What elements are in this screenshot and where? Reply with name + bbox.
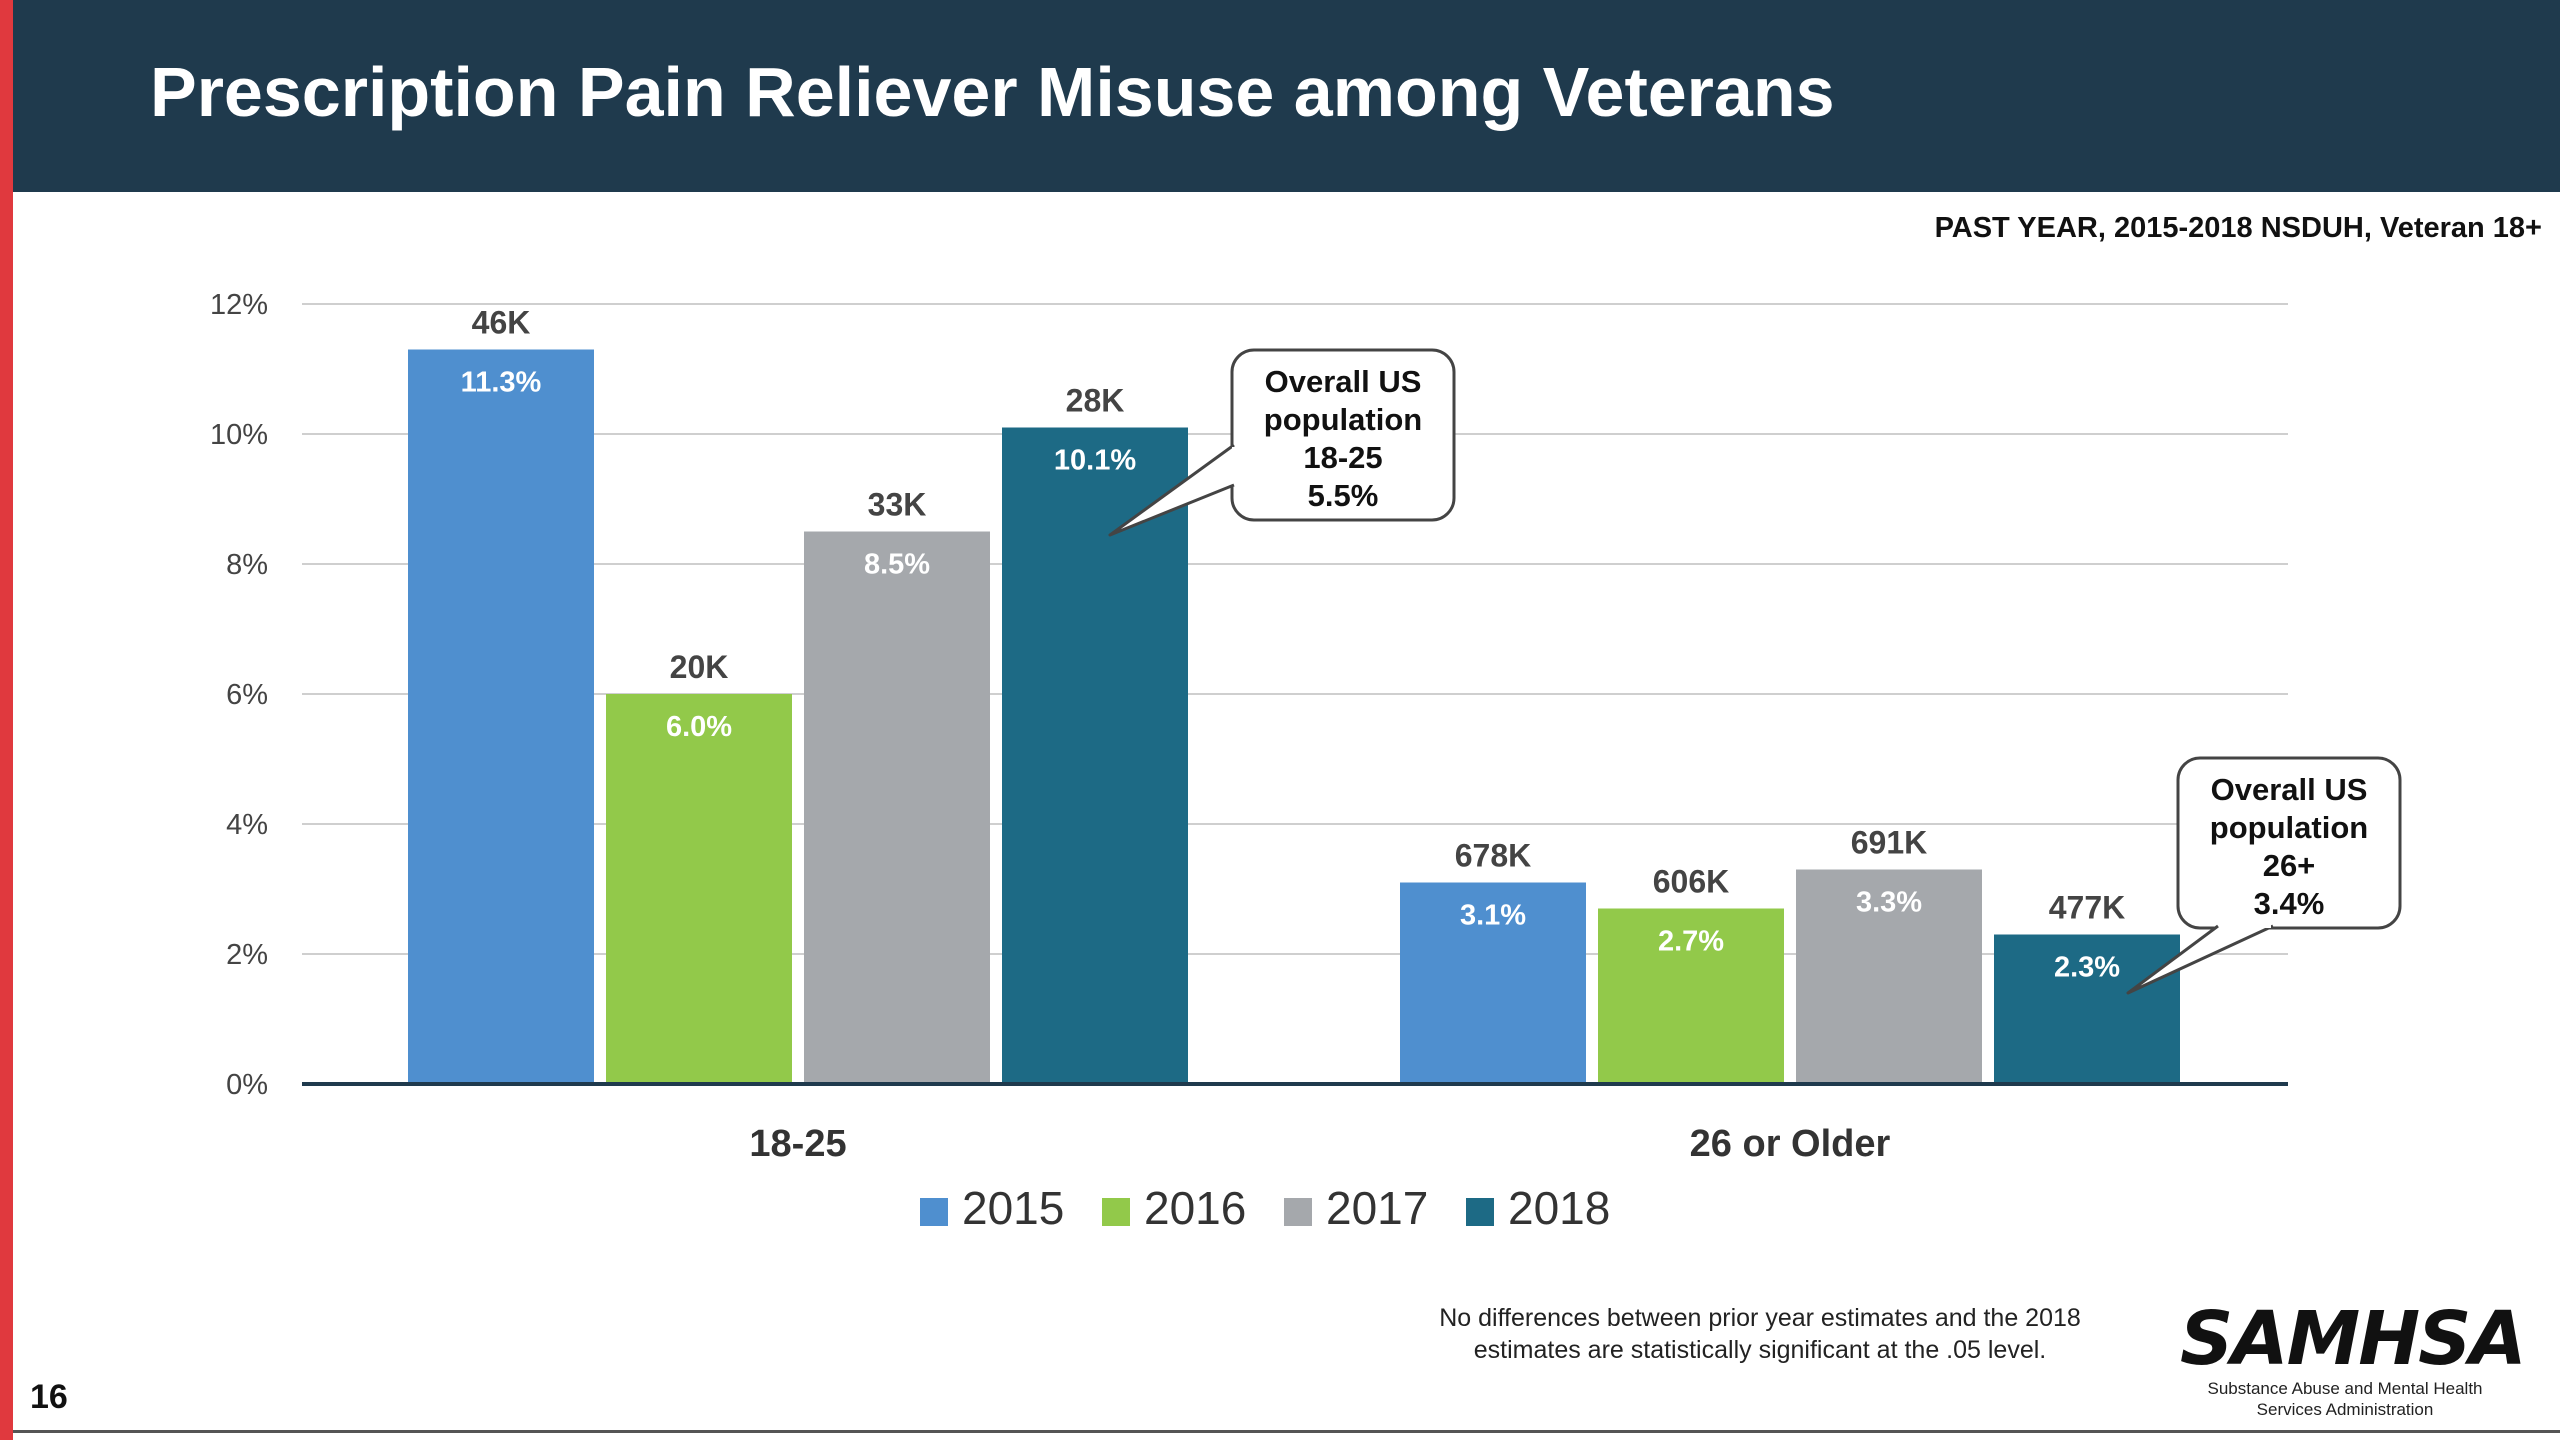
- bar-chart: 0% 2% 4% 6% 8% 10% 12% 11.3% 46K 6.0% 20K 8.5% 33K 10…: [210, 289, 2402, 1234]
- legend-label: 2018: [1508, 1182, 1610, 1234]
- y-tick-label: 10%: [210, 419, 268, 451]
- bar-count-label: 691K: [1851, 825, 1928, 861]
- bar-2018: [1994, 934, 2180, 1084]
- callout-text: Overall US: [2211, 772, 2368, 807]
- legend-label: 2015: [962, 1182, 1064, 1234]
- y-tick-label: 8%: [226, 549, 268, 581]
- bar-value-label: 3.1%: [1460, 900, 1526, 932]
- bar-2017: [804, 531, 990, 1084]
- bar-value-label: 11.3%: [461, 367, 542, 399]
- bar-value-label: 6.0%: [666, 711, 732, 743]
- bar-value-label: 10.1%: [1054, 445, 1136, 477]
- chart-subtitle: PAST YEAR, 2015-2018 NSDUH, Veteran 18+: [1934, 212, 2542, 244]
- bar-2015: [1400, 882, 1586, 1084]
- legend-swatch-2015: [920, 1198, 948, 1226]
- bar-count-label: 28K: [1066, 383, 1125, 419]
- bar-2018: [1002, 427, 1188, 1084]
- footnote: No differences between prior year estima…: [1410, 1302, 2110, 1366]
- callout-seam: [1232, 447, 1238, 483]
- page-title: Prescription Pain Reliever Misuse among …: [150, 53, 1835, 131]
- accent-stripe: [0, 0, 13, 1440]
- footnote-line: No differences between prior year estima…: [1439, 1304, 2081, 1332]
- y-tick-label: 12%: [210, 289, 268, 321]
- bar-2015: [408, 349, 594, 1084]
- y-tick-label: 2%: [226, 939, 268, 971]
- logo-tagline: Substance Abuse and Mental Health Servic…: [2180, 1378, 2510, 1420]
- legend-swatch-2017: [1284, 1198, 1312, 1226]
- logo-tagline-line: Substance Abuse and Mental Health: [2207, 1379, 2483, 1398]
- y-tick-label: 0%: [226, 1069, 268, 1101]
- callout-box: [2176, 756, 2402, 930]
- callout-pointer: [1108, 443, 1235, 537]
- samhsa-logo: SAMHSA Substance Abuse and Mental Health…: [2180, 1296, 2527, 1420]
- legend-label: 2017: [1326, 1182, 1428, 1234]
- y-tick-label: 6%: [226, 679, 268, 711]
- bar-2016: [606, 694, 792, 1084]
- bar-value-label: 2.7%: [1658, 926, 1724, 958]
- callout-text: 26+: [2263, 848, 2316, 883]
- bar-value-label: 8.5%: [864, 549, 930, 581]
- footer-divider: [13, 1430, 2560, 1433]
- callout-text: population: [1264, 402, 1422, 437]
- callout-pointer: [2126, 924, 2274, 995]
- footnote-line: estimates are statistically significant …: [1473, 1336, 2047, 1364]
- callout-text: 3.4%: [2254, 886, 2325, 921]
- bar-count-label: 46K: [472, 305, 531, 341]
- logo-wordmark: SAMHSA: [2180, 1296, 2527, 1382]
- bar-count-label: 33K: [868, 487, 927, 523]
- bar-value-label: 3.3%: [1856, 887, 1922, 919]
- callout-seam: [2220, 922, 2271, 928]
- bar-2016: [1598, 908, 1784, 1084]
- legend-label: 2016: [1144, 1182, 1246, 1234]
- title-banner: [13, 0, 2560, 192]
- bar-count-label: 606K: [1653, 864, 1730, 900]
- callout-text: population: [2210, 810, 2368, 845]
- bar-count-label: 477K: [2049, 890, 2126, 926]
- bar-count-label: 20K: [670, 649, 729, 685]
- callout-text: Overall US: [1265, 364, 1422, 399]
- slide-number: 16: [30, 1378, 68, 1416]
- bar-2017: [1796, 869, 1982, 1084]
- callout-text: 5.5%: [1308, 478, 1379, 513]
- callout-box: [1230, 348, 1456, 522]
- legend-swatch-2018: [1466, 1198, 1494, 1226]
- bar-value-label: 2.3%: [2054, 952, 2120, 984]
- y-tick-label: 4%: [226, 809, 268, 841]
- x-category-label: 18-25: [749, 1123, 846, 1165]
- logo-tagline-line: Services Administration: [2256, 1400, 2434, 1419]
- callout-text: 18-25: [1303, 440, 1382, 475]
- x-category-label: 26 or Older: [1690, 1123, 1891, 1165]
- bar-count-label: 678K: [1455, 838, 1532, 874]
- legend-swatch-2016: [1102, 1198, 1130, 1226]
